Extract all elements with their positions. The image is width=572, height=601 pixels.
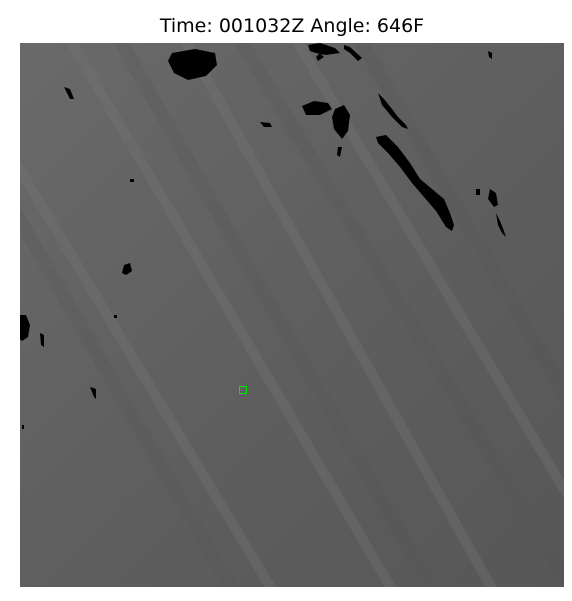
- image-texture: [20, 43, 564, 587]
- blob-dot-2: [114, 315, 117, 318]
- blob-mid-left: [302, 101, 332, 115]
- blob-left-upper: [64, 87, 74, 99]
- blob-dot-1: [130, 179, 134, 182]
- blob-dot-3: [90, 387, 96, 399]
- blob-left-edge: [20, 315, 30, 341]
- blob-right-small: [488, 189, 498, 207]
- blob-left-drip: [40, 333, 44, 347]
- blob-right-dot: [476, 189, 480, 195]
- blob-dot-4: [22, 425, 24, 429]
- blob-top-left: [168, 49, 217, 80]
- blob-top-center: [308, 43, 340, 55]
- blob-mid-right: [332, 105, 350, 139]
- blob-dot-5: [488, 51, 492, 59]
- blob-right-drip: [496, 213, 506, 237]
- blob-streak-long: [376, 135, 454, 231]
- image-title: Time: 001032Z Angle: 646F: [159, 15, 425, 37]
- grayscale-image: [20, 43, 564, 587]
- blob-top-sliver: [344, 45, 362, 61]
- blob-center-dash: [260, 122, 272, 127]
- blob-center-left: [122, 263, 132, 275]
- blob-streak-upper: [378, 93, 408, 129]
- dark-features: [20, 43, 506, 429]
- blob-drip: [337, 147, 342, 157]
- blob-small-top: [316, 53, 324, 61]
- target-marker: [239, 386, 247, 394]
